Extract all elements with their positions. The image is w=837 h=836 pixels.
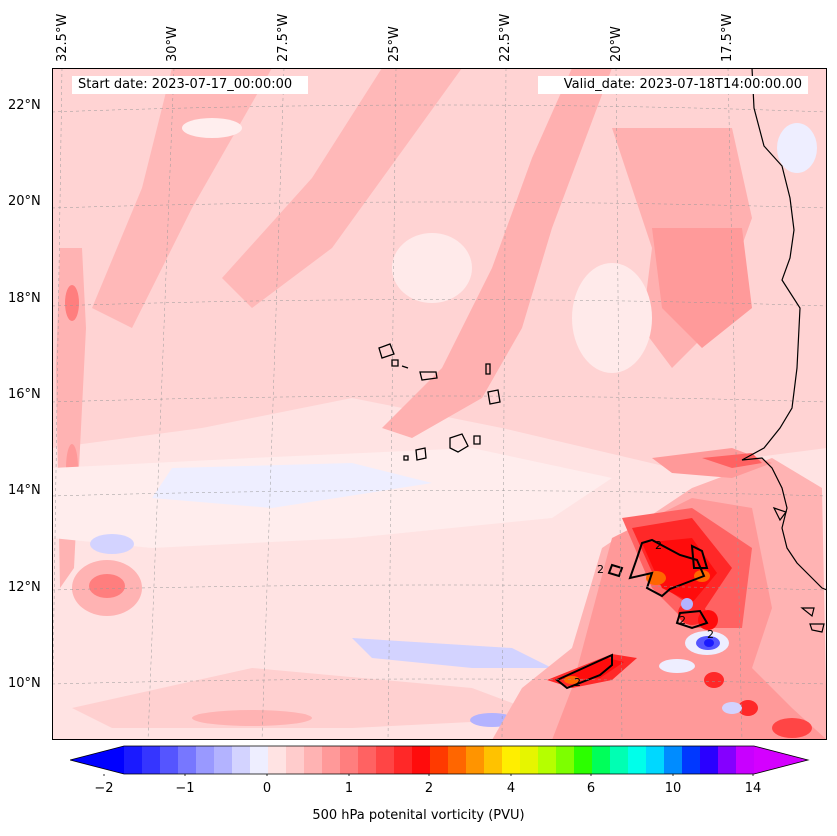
colorbar-tick: 14 [744, 781, 762, 796]
colorbar-cell [232, 746, 251, 774]
islands-cape-verde [378, 343, 501, 461]
colorbar-cell [538, 746, 557, 774]
pv-streak-mid [222, 68, 462, 308]
colorbar-cell [574, 746, 593, 774]
pv-contour-2 [555, 538, 709, 690]
colorbar-cell [430, 746, 449, 774]
colorbar-title: 500 hPa potenital vorticity (PVU) [312, 808, 525, 823]
pv-streak-east [382, 68, 612, 438]
colorbar-cell [736, 746, 755, 774]
colorbar-cell [124, 746, 143, 774]
colorbar-cell [142, 746, 161, 774]
colorbar-cell [700, 746, 719, 774]
colorbar-cell [322, 746, 341, 774]
lat-label: 16°N [8, 387, 41, 402]
pv-map: 2 2 2 2 2 [52, 68, 827, 740]
colorbar-cell [412, 746, 431, 774]
contour-label: 2 [707, 628, 714, 641]
colorbar-cell [448, 746, 467, 774]
lat-label: 18°N [8, 291, 41, 306]
colorbar-tick: 0 [262, 781, 272, 796]
colorbar-cell [196, 746, 215, 774]
colorbar-cell [304, 746, 323, 774]
lon-label: 32.5°W [55, 13, 70, 62]
colorbar-under-arrow [70, 746, 124, 774]
lat-label: 12°N [8, 580, 41, 595]
colorbar-cell [682, 746, 701, 774]
colorbar-cell [376, 746, 395, 774]
colorbar-tick: 2 [424, 781, 434, 796]
colorbar [70, 745, 810, 776]
lat-label: 10°N [8, 676, 41, 691]
colorbar-cell [214, 746, 233, 774]
colorbar-cell [664, 746, 683, 774]
colorbar-cell [466, 746, 485, 774]
lon-label: 20°W [609, 26, 624, 62]
contour-label: 2 [574, 676, 581, 689]
colorbar-tick: 10 [664, 781, 682, 796]
contour-labels: 2 2 2 2 2 [574, 539, 714, 689]
colorbar-cell [250, 746, 269, 774]
colorbar-cell [592, 746, 611, 774]
lon-label: 17.5°W [720, 13, 735, 62]
lon-label: 30°W [165, 26, 180, 62]
map-panel: 2 2 2 2 2 [52, 68, 827, 740]
colorbar-cell [286, 746, 305, 774]
colorbar-cell [628, 746, 647, 774]
colorbar-tick: 6 [586, 781, 596, 796]
colorbar-cell [358, 746, 377, 774]
colorbar-cell [394, 746, 413, 774]
colorbar-cell [340, 746, 359, 774]
colorbar-over-arrow [754, 746, 808, 774]
coastline-africa [741, 68, 827, 591]
colorbar-cell [646, 746, 665, 774]
colorbar-cell [556, 746, 575, 774]
lat-label: 14°N [8, 483, 41, 498]
lat-label: 22°N [8, 98, 41, 113]
colorbar-tick: 1 [344, 781, 354, 796]
colorbar-cell [502, 746, 521, 774]
lon-label: 22.5°W [498, 13, 513, 62]
colorbar-tick: −1 [175, 781, 195, 796]
colorbar-cell [520, 746, 539, 774]
coastline-islands-africa [772, 506, 825, 633]
start-date-label: Start date: 2023-07-17_00:00:00 [72, 76, 308, 94]
colorbar-cell [160, 746, 179, 774]
colorbar-cell [718, 746, 737, 774]
lat-label: 20°N [8, 194, 41, 209]
lon-label: 27.5°W [276, 13, 291, 62]
colorbar-cell [178, 746, 197, 774]
pv-system-southeast [492, 448, 827, 740]
contour-label: 2 [679, 614, 686, 627]
colorbar-cell [484, 746, 503, 774]
contour-label: 2 [655, 539, 662, 552]
valid-date-label: Valid_date: 2023-07-18T14:00:00.00 [538, 76, 808, 94]
colorbar-cell [610, 746, 629, 774]
colorbar-tick: −2 [94, 781, 114, 796]
colorbar-cell [268, 746, 287, 774]
lon-label: 25°W [387, 26, 402, 62]
gridlines [52, 68, 827, 740]
colorbar-tick: 4 [506, 781, 516, 796]
contour-label: 2 [597, 563, 604, 576]
